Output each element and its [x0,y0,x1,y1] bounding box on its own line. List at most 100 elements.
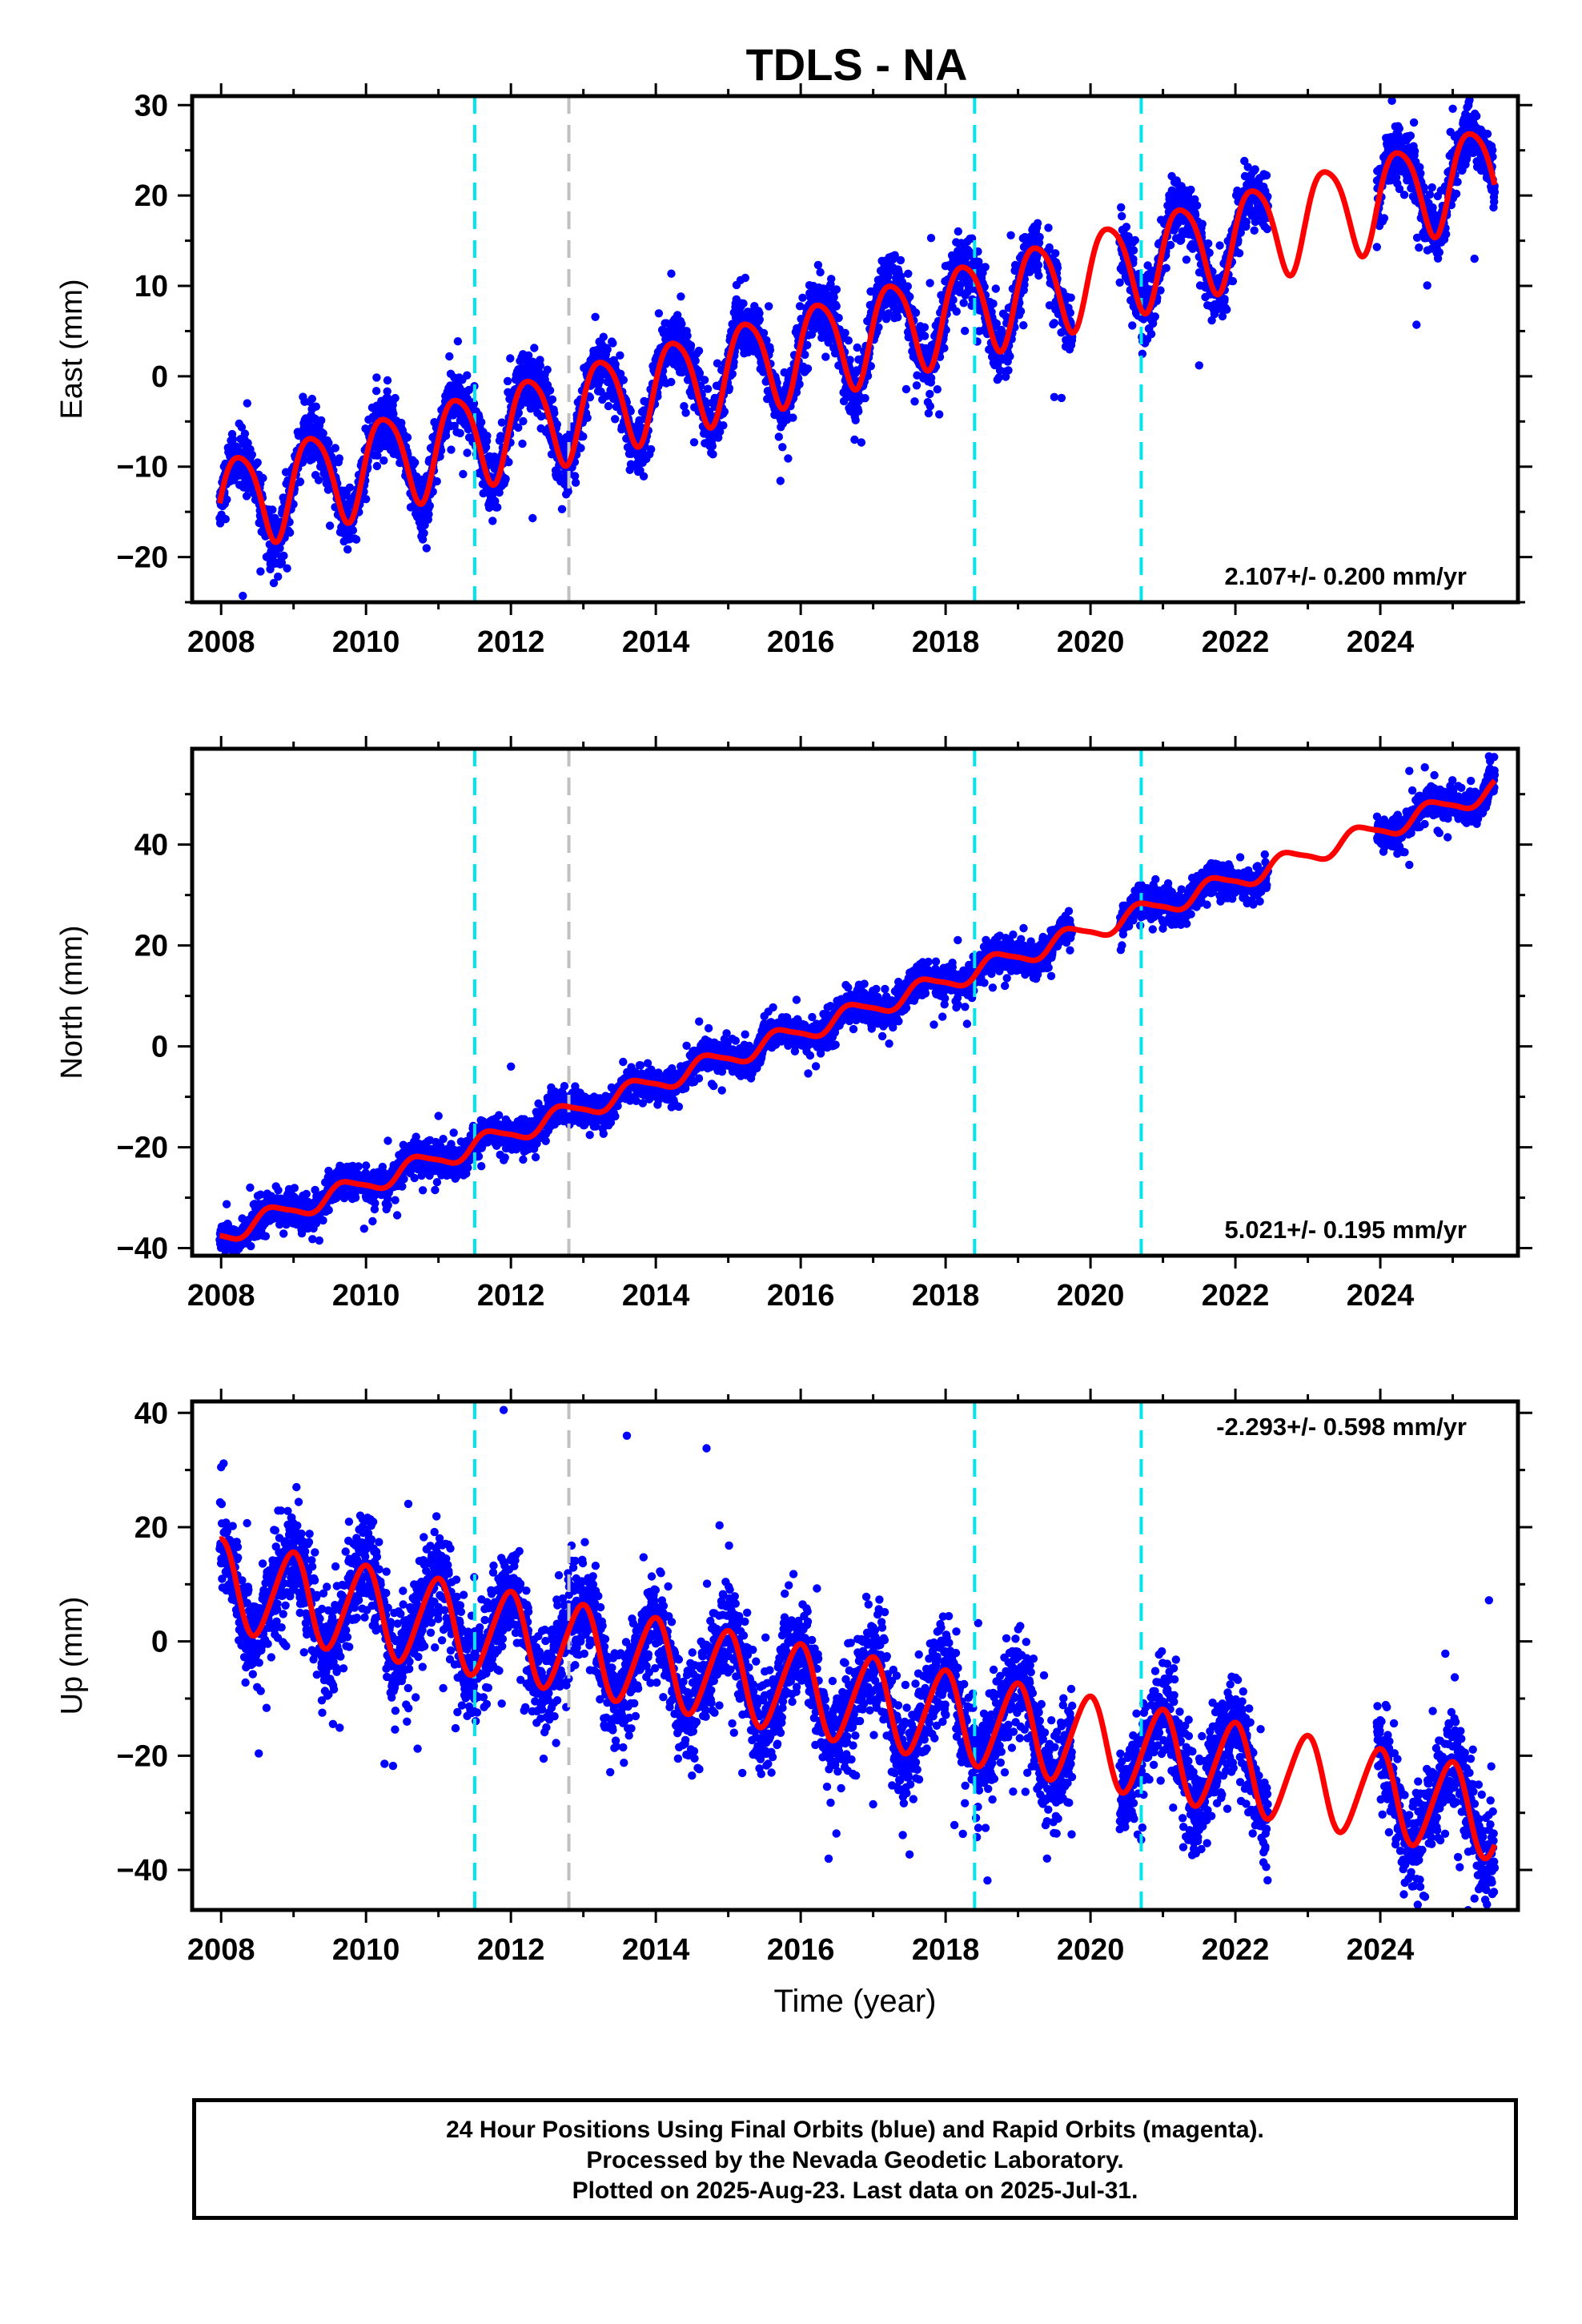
data-point [285,528,295,537]
data-point [497,418,507,427]
data-point [422,544,431,553]
data-point [418,535,428,544]
data-point [1435,247,1444,257]
data-point [1117,203,1126,212]
data-point [599,332,608,341]
data-point [1452,189,1461,199]
data-point [488,517,497,525]
data-point [992,319,1002,328]
data-point [1442,230,1451,239]
data-point [695,368,705,378]
data-point [1415,243,1423,252]
data-point [221,515,230,524]
data-point [981,263,990,271]
data-point [893,313,902,322]
data-point [913,371,921,380]
data-point [1400,82,1408,90]
x-tick-label: 2016 [767,625,835,659]
data-point [383,376,392,385]
data-point [691,356,700,365]
data-point [1182,255,1191,264]
data-point [776,476,785,485]
data-point [307,394,316,404]
data-point [371,387,381,396]
data-point [926,402,935,411]
data-point [1186,185,1195,195]
data-point [379,456,388,465]
data-point [383,387,391,396]
outlier-point [1448,104,1457,113]
data-point [694,346,704,356]
data-point [268,505,277,514]
data-point [926,279,934,287]
data-point [519,416,528,426]
data-point [425,501,434,510]
data-point [1490,187,1500,197]
data-point [543,365,552,374]
data-point [243,439,252,448]
data-point [720,407,729,416]
data-point [608,339,617,348]
data-point [403,433,412,442]
data-point [647,444,656,454]
data-point [683,332,692,340]
data-point [441,431,451,440]
data-point [952,307,962,316]
data-point [564,487,572,496]
plot-area-east [215,82,1500,602]
data-point [477,418,486,427]
data-point [579,432,588,441]
data-point [311,402,320,411]
data-point [1019,321,1028,330]
data-point [391,393,400,403]
data-point [959,299,968,308]
data-point [741,273,750,283]
data-point [570,472,580,480]
data-point [1409,118,1419,127]
data-point [514,408,523,417]
data-point [639,472,648,480]
data-point [223,495,231,504]
data-point [501,474,510,484]
data-point [424,510,433,519]
data-point [801,350,809,360]
data-point [827,275,836,283]
data-point [1066,293,1075,302]
data-point [1162,263,1170,272]
data-point [1250,226,1259,235]
data-point [362,495,371,504]
data-point [667,269,676,278]
data-point [1066,308,1075,317]
data-point [920,332,930,340]
data-point [1235,249,1244,258]
data-point [1128,321,1137,330]
data-point [926,373,936,383]
data-point [557,505,567,513]
data-point [1263,224,1272,234]
data-point [514,423,523,432]
data-point [518,439,527,448]
outlier-point [239,591,247,601]
data-point [1423,281,1431,290]
data-point [1002,372,1010,381]
data-point [616,369,625,378]
data-point [940,344,949,352]
data-point [491,497,500,505]
data-point [619,376,628,384]
data-point [591,312,600,321]
data-point [274,572,283,581]
data-point [901,384,911,394]
outlier-point [1195,361,1204,370]
data-point [1223,305,1231,314]
data-point [813,260,823,270]
data-point [259,473,267,483]
data-point [493,503,502,512]
data-point [616,351,624,360]
data-point [989,300,998,308]
data-point [576,444,585,452]
data-point [1204,239,1213,248]
data-point [821,352,830,361]
data-point [314,476,323,485]
data-point [854,407,863,416]
